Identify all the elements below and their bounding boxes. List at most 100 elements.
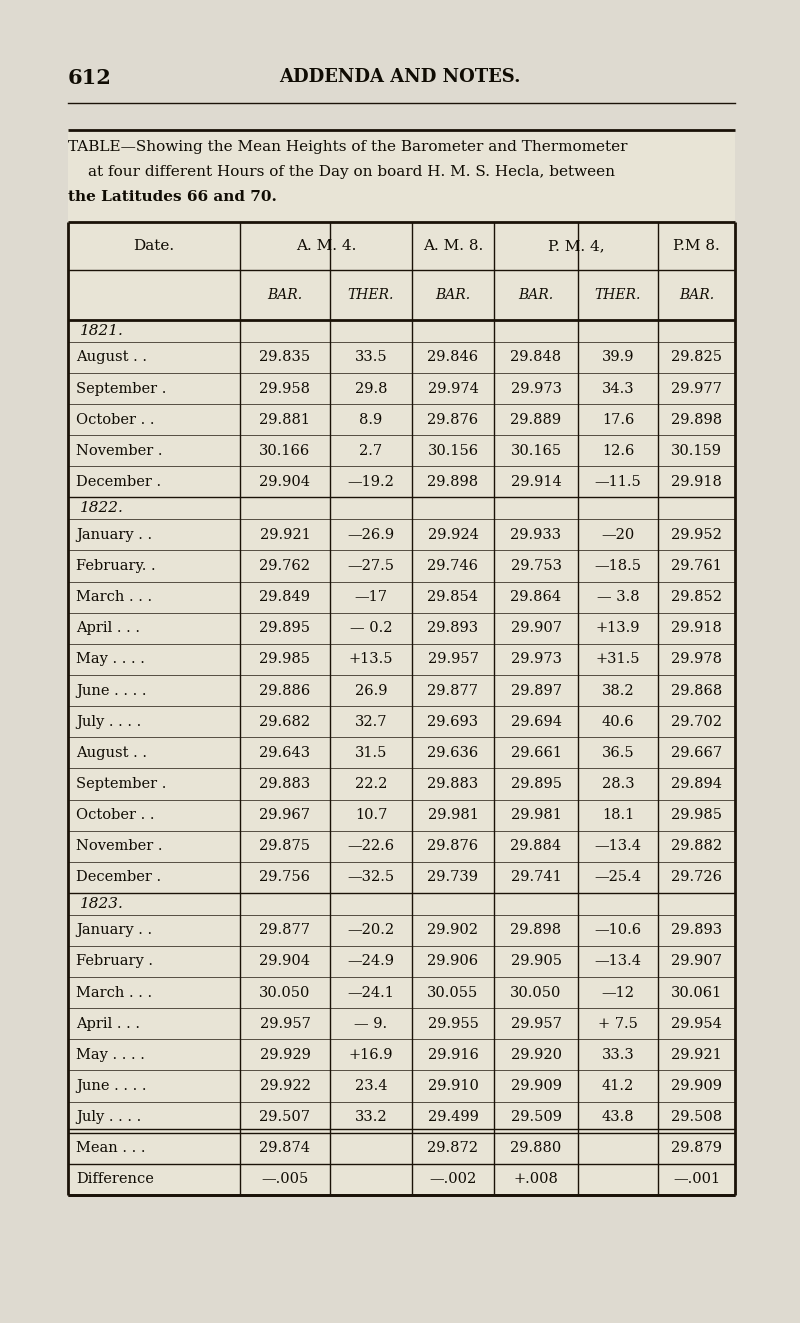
Text: 29.661: 29.661 (510, 746, 562, 759)
Text: —18.5: —18.5 (594, 560, 642, 573)
Text: —13.4: —13.4 (594, 839, 642, 853)
Text: November .: November . (76, 839, 162, 853)
Text: 29.854: 29.854 (427, 590, 478, 605)
Text: —25.4: —25.4 (594, 871, 642, 884)
Text: 17.6: 17.6 (602, 413, 634, 426)
Text: —24.1: —24.1 (347, 986, 394, 1000)
Text: —20: —20 (602, 528, 634, 542)
Text: 29.921: 29.921 (260, 528, 310, 542)
Text: 612: 612 (68, 67, 112, 89)
Text: 29.981: 29.981 (510, 808, 562, 822)
Text: 29.921: 29.921 (671, 1048, 722, 1062)
Text: 29.753: 29.753 (510, 560, 562, 573)
Text: 29.875: 29.875 (259, 839, 310, 853)
Text: 29.907: 29.907 (510, 622, 562, 635)
Text: December .: December . (76, 475, 161, 490)
Text: 29.667: 29.667 (671, 746, 722, 759)
Text: January . .: January . . (76, 923, 152, 937)
Text: —.005: —.005 (262, 1172, 309, 1187)
Text: 29.761: 29.761 (671, 560, 722, 573)
Text: April . . .: April . . . (76, 622, 140, 635)
Text: 29.880: 29.880 (510, 1142, 562, 1155)
Text: August . .: August . . (76, 746, 147, 759)
Text: 29.898: 29.898 (427, 475, 478, 490)
Text: 29.974: 29.974 (427, 381, 478, 396)
Text: 29.904: 29.904 (259, 954, 310, 968)
Text: 30.159: 30.159 (671, 443, 722, 458)
Text: +31.5: +31.5 (596, 652, 640, 667)
Text: 29.967: 29.967 (259, 808, 310, 822)
Text: 29.835: 29.835 (259, 351, 310, 364)
Text: 41.2: 41.2 (602, 1080, 634, 1093)
Text: 29.864: 29.864 (510, 590, 562, 605)
Text: THER.: THER. (348, 288, 394, 302)
Text: October . .: October . . (76, 413, 154, 426)
Text: 29.898: 29.898 (510, 923, 562, 937)
Text: 29.872: 29.872 (427, 1142, 478, 1155)
Text: BAR.: BAR. (267, 288, 302, 302)
Text: 30.050: 30.050 (510, 986, 562, 1000)
Text: — 9.: — 9. (354, 1017, 387, 1031)
Text: +16.9: +16.9 (349, 1048, 394, 1062)
Text: —32.5: —32.5 (347, 871, 394, 884)
Text: 29.978: 29.978 (671, 652, 722, 667)
Text: 33.3: 33.3 (602, 1048, 634, 1062)
Text: 29.741: 29.741 (510, 871, 562, 884)
Text: Mean . . .: Mean . . . (76, 1142, 146, 1155)
Text: +13.9: +13.9 (596, 622, 640, 635)
Bar (68, 130, 735, 1195)
Text: November .: November . (76, 443, 162, 458)
Text: +.008: +.008 (514, 1172, 558, 1187)
Text: 29.907: 29.907 (671, 954, 722, 968)
Text: —26.9: —26.9 (347, 528, 394, 542)
Text: 28.3: 28.3 (602, 777, 634, 791)
Text: 29.889: 29.889 (510, 413, 562, 426)
Text: 29.876: 29.876 (427, 839, 478, 853)
Text: December .: December . (76, 871, 161, 884)
Text: P.M 8.: P.M 8. (673, 239, 720, 253)
Text: 29.909: 29.909 (510, 1080, 562, 1093)
Text: 29.954: 29.954 (671, 1017, 722, 1031)
Text: 29.509: 29.509 (510, 1110, 562, 1125)
Text: 30.166: 30.166 (259, 443, 310, 458)
Text: Date.: Date. (134, 239, 174, 253)
Text: 29.876: 29.876 (427, 413, 478, 426)
Text: +13.5: +13.5 (349, 652, 394, 667)
Text: 29.977: 29.977 (671, 381, 722, 396)
Text: 29.894: 29.894 (671, 777, 722, 791)
Text: 29.955: 29.955 (427, 1017, 478, 1031)
Text: March . . .: March . . . (76, 986, 152, 1000)
Text: —.002: —.002 (430, 1172, 477, 1187)
Text: 29.883: 29.883 (259, 777, 310, 791)
Text: the Latitudes 66 and 70.: the Latitudes 66 and 70. (68, 191, 277, 204)
Text: August . .: August . . (76, 351, 147, 364)
Text: 29.849: 29.849 (259, 590, 310, 605)
Text: July . . . .: July . . . . (76, 1110, 142, 1125)
Text: 29.904: 29.904 (259, 475, 310, 490)
Text: 1821.: 1821. (80, 324, 124, 337)
Text: 29.884: 29.884 (510, 839, 562, 853)
Text: February .: February . (76, 954, 153, 968)
Text: 30.050: 30.050 (259, 986, 310, 1000)
Text: 12.6: 12.6 (602, 443, 634, 458)
Text: 29.883: 29.883 (427, 777, 478, 791)
Text: 36.5: 36.5 (602, 746, 634, 759)
Text: 29.886: 29.886 (259, 684, 310, 697)
Text: —27.5: —27.5 (347, 560, 394, 573)
Text: 29.905: 29.905 (510, 954, 562, 968)
Text: —11.5: —11.5 (594, 475, 642, 490)
Text: 29.973: 29.973 (510, 652, 562, 667)
Text: 29.879: 29.879 (671, 1142, 722, 1155)
Text: 8.9: 8.9 (359, 413, 382, 426)
Text: 23.4: 23.4 (354, 1080, 387, 1093)
Text: 29.682: 29.682 (259, 714, 310, 729)
Text: 29.877: 29.877 (427, 684, 478, 697)
Text: BAR.: BAR. (679, 288, 714, 302)
Text: — 3.8: — 3.8 (597, 590, 639, 605)
Text: 29.918: 29.918 (671, 622, 722, 635)
Text: + 7.5: + 7.5 (598, 1017, 638, 1031)
Text: May . . . .: May . . . . (76, 1048, 145, 1062)
Text: 29.906: 29.906 (427, 954, 478, 968)
Text: 29.499: 29.499 (427, 1110, 478, 1125)
Text: October . .: October . . (76, 808, 154, 822)
